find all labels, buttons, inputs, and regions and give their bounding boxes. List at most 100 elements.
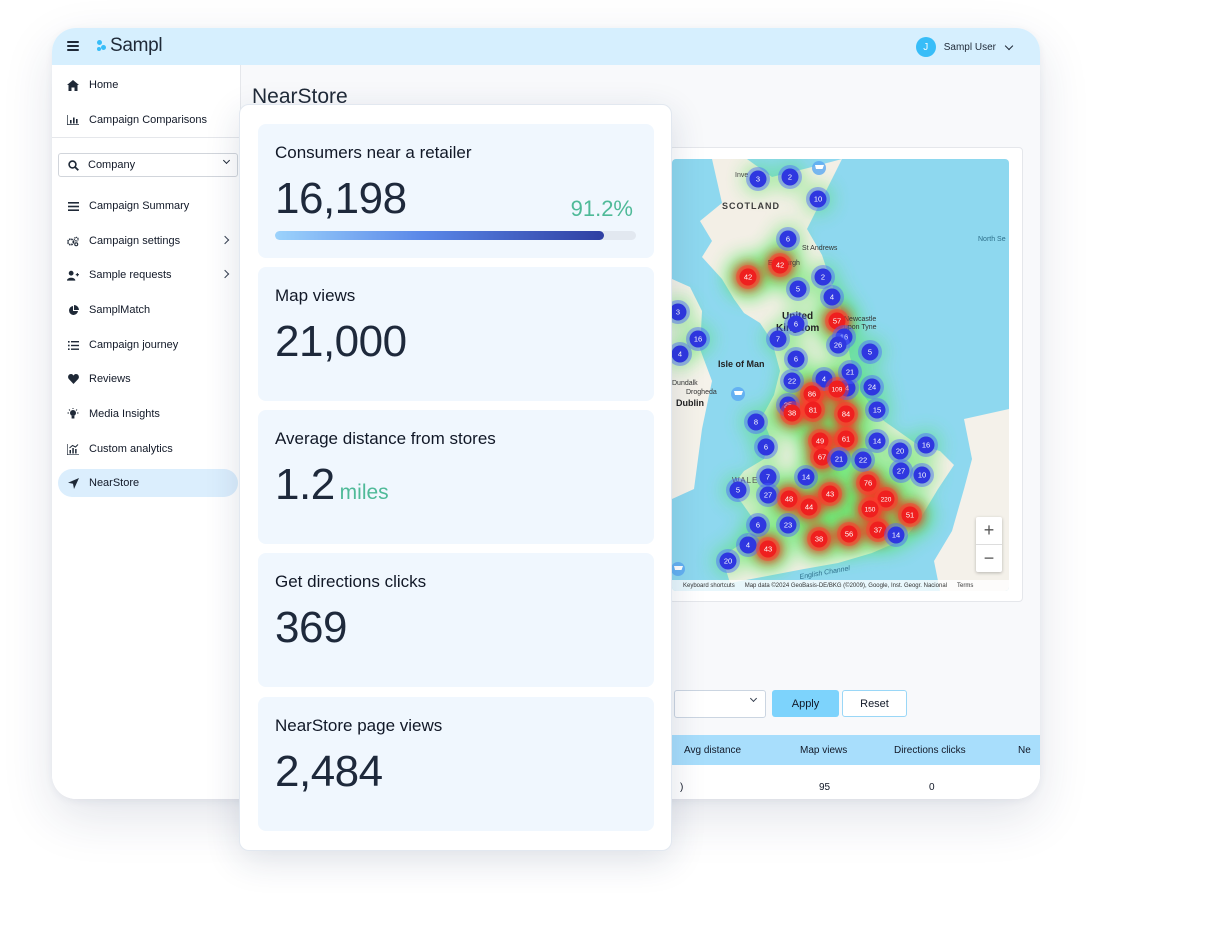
keyboard-shortcuts-link[interactable]: Keyboard shortcuts xyxy=(683,582,735,589)
filter-select[interactable] xyxy=(674,690,766,718)
zoom-in-button[interactable]: + xyxy=(983,520,995,540)
sidebar-item-custom-analytics[interactable]: Custom analytics xyxy=(58,435,238,463)
map-cluster-marker[interactable]: 56 xyxy=(837,522,861,546)
map-cluster-marker[interactable]: 23 xyxy=(776,513,800,537)
map-cluster-marker[interactable]: 48 xyxy=(777,487,801,511)
map-cluster-marker[interactable]: 81 xyxy=(801,398,825,422)
map-label-isle-of-man: Isle of Man xyxy=(718,359,765,369)
map-cluster-marker[interactable]: 3 xyxy=(746,167,770,191)
map-cluster-marker[interactable]: 14 xyxy=(865,429,889,453)
sidebar-item-label: Campaign settings xyxy=(89,235,181,247)
cluster-core xyxy=(917,436,935,454)
map-cluster-marker[interactable]: 49 xyxy=(808,429,832,453)
terms-link[interactable]: Terms xyxy=(956,582,974,589)
map-cluster-marker[interactable]: 6 xyxy=(776,227,800,251)
map-cluster-marker[interactable]: 22 xyxy=(780,369,804,393)
map-canvas[interactable]: SCOTLAND Inve Edinburgh St Andrews Unite… xyxy=(672,159,1009,591)
map-cluster-marker[interactable]: 43 xyxy=(818,482,842,506)
sidebar-item-campaign-summary[interactable]: Campaign Summary xyxy=(58,192,238,220)
map-cluster-marker[interactable]: 6 xyxy=(754,435,778,459)
map-cluster-marker[interactable]: 6 xyxy=(784,347,808,371)
map-cluster-marker[interactable]: 86 xyxy=(800,382,824,406)
hamburger-menu-icon[interactable] xyxy=(67,41,79,51)
cluster-count: 81 xyxy=(809,406,817,415)
map-cluster-marker[interactable]: 42 xyxy=(768,253,792,277)
sidebar-item-campaign-settings[interactable]: Campaign settings xyxy=(58,227,238,255)
sidebar-item-campaign-journey[interactable]: Campaign journey xyxy=(58,331,238,359)
map-cluster-marker[interactable]: 43 xyxy=(756,537,780,561)
map-cluster-marker[interactable]: 7 xyxy=(756,465,780,489)
map-cluster-marker[interactable]: 109 xyxy=(825,377,849,401)
map-cluster-marker[interactable]: 22 xyxy=(851,448,875,472)
sidebar-item-samplmatch[interactable]: SamplMatch xyxy=(58,296,238,324)
map-cluster-marker[interactable]: 16 xyxy=(686,327,710,351)
shopping-cart-icon[interactable] xyxy=(812,161,826,175)
sidebar-item-sample-requests[interactable]: Sample requests xyxy=(58,261,238,289)
map-cluster-marker[interactable]: 4 xyxy=(672,342,692,366)
map-cluster-marker[interactable]: 220 xyxy=(874,487,898,511)
map-cluster-marker[interactable]: 44 xyxy=(797,495,821,519)
map-cluster-marker[interactable]: 84 xyxy=(834,402,858,426)
column-header-map-views[interactable]: Map views xyxy=(800,745,848,756)
map-cluster-marker[interactable]: 10 xyxy=(806,187,830,211)
map-cluster-marker[interactable]: 5 xyxy=(726,478,750,502)
map-cluster-marker[interactable]: 61 xyxy=(834,427,858,451)
zoom-out-button[interactable]: − xyxy=(983,548,995,568)
map-cluster-marker[interactable]: 38 xyxy=(807,527,831,551)
map-cluster-marker[interactable]: 26 xyxy=(826,333,850,357)
sidebar-item-media-insights[interactable]: Media Insights xyxy=(58,400,238,428)
map-cluster-marker[interactable]: 14 xyxy=(884,523,908,547)
sidebar-item-home[interactable]: Home xyxy=(58,71,238,99)
company-select[interactable]: Company xyxy=(58,153,238,177)
map-cluster-marker[interactable]: 5 xyxy=(858,340,882,364)
map-cluster-marker[interactable]: 37 xyxy=(866,518,890,542)
map-cluster-marker[interactable]: 16 xyxy=(914,433,938,457)
sidebar-item-nearstore[interactable]: NearStore xyxy=(58,469,238,497)
reset-button[interactable]: Reset xyxy=(842,690,907,717)
map-cluster-marker[interactable]: 27 xyxy=(889,459,913,483)
map-cluster-marker[interactable]: 20 xyxy=(888,439,912,463)
map-cluster-marker[interactable]: 3 xyxy=(672,300,690,324)
map-cluster-marker[interactable]: 76 xyxy=(856,471,880,495)
map-cluster-marker[interactable]: 8 xyxy=(744,410,768,434)
map-cluster-marker[interactable]: 2 xyxy=(811,265,835,289)
cluster-count: 21 xyxy=(846,368,854,377)
column-header-nearstore[interactable]: Ne xyxy=(1018,745,1031,756)
cluster-core xyxy=(913,466,931,484)
map-cluster-marker[interactable]: 67 xyxy=(810,445,834,469)
map-cluster-marker[interactable]: 2 xyxy=(778,165,802,189)
map-cluster-marker[interactable]: 4 xyxy=(736,533,760,557)
map-cluster-marker[interactable]: 42 xyxy=(736,265,760,289)
map-label-north-sea: North Se xyxy=(978,236,1006,243)
column-header-avg-distance[interactable]: Avg distance xyxy=(684,745,742,756)
map-cluster-marker[interactable]: 6 xyxy=(784,312,808,336)
map-cluster-marker[interactable]: 21 xyxy=(827,447,851,471)
map-cluster-marker[interactable]: 57 xyxy=(825,309,849,333)
column-header-directions-clicks[interactable]: Directions clicks xyxy=(894,745,966,756)
cluster-core xyxy=(783,404,801,422)
apply-button[interactable]: Apply xyxy=(772,690,839,717)
shopping-cart-icon[interactable] xyxy=(672,562,685,576)
map-label-wales: WALE xyxy=(732,476,758,485)
map-cluster-marker[interactable]: 21 xyxy=(838,360,862,384)
map-cluster-marker[interactable]: 150 xyxy=(858,497,882,521)
map-cluster-marker[interactable]: 10 xyxy=(910,463,934,487)
sidebar-item-campaign-comparisons[interactable]: Campaign Comparisons xyxy=(58,106,238,134)
table-row[interactable]: ) 95 0 xyxy=(671,765,1040,799)
map[interactable]: SCOTLAND Inve Edinburgh St Andrews Unite… xyxy=(672,159,1009,591)
user-menu[interactable]: J Sampl User xyxy=(915,36,1014,58)
map-cluster-marker[interactable]: 7 xyxy=(766,327,790,351)
shopping-cart-icon[interactable] xyxy=(731,387,745,401)
map-cluster-marker[interactable]: 14 xyxy=(794,465,818,489)
sidebar-item-reviews[interactable]: Reviews xyxy=(58,365,238,393)
map-cluster-marker[interactable]: 5 xyxy=(786,277,810,301)
map-cluster-marker[interactable]: 24 xyxy=(860,375,884,399)
map-cluster-marker[interactable]: 20 xyxy=(716,549,740,573)
map-cluster-marker[interactable]: 6 xyxy=(746,513,770,537)
map-cluster-marker[interactable]: 38 xyxy=(780,401,804,425)
map-cluster-marker[interactable]: 27 xyxy=(756,483,780,507)
map-cluster-marker[interactable]: 4 xyxy=(820,285,844,309)
checklist-icon xyxy=(67,339,79,351)
map-cluster-marker[interactable]: 15 xyxy=(865,398,889,422)
map-cluster-marker[interactable]: 51 xyxy=(898,503,922,527)
